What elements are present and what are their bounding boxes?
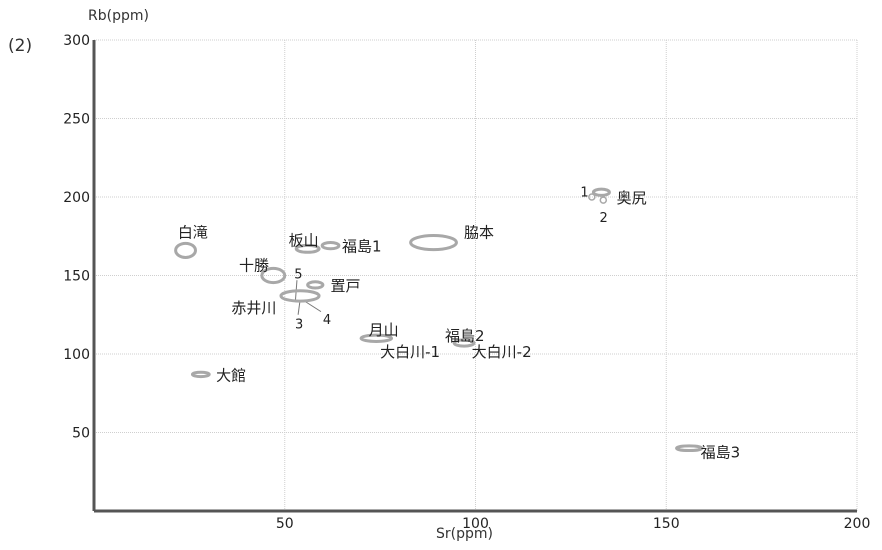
x-axis-label: Sr(ppm): [436, 526, 493, 542]
data-point: [320, 241, 341, 251]
y-tick-label: 250: [63, 112, 90, 128]
point-label: 十勝: [239, 257, 269, 275]
point-label: 奥尻: [617, 189, 647, 207]
tick-labels: 50 100 150 200 250 300 50 100 150 200: [63, 33, 870, 532]
grid-lines: [94, 39, 858, 511]
data-point: [675, 444, 704, 453]
point-label: 月山: [369, 321, 399, 339]
data-point: [260, 266, 287, 285]
x-tick-label: 50: [276, 516, 294, 532]
data-point: [294, 243, 321, 254]
data-point: [359, 333, 394, 343]
data-points: [174, 187, 704, 453]
data-point: [591, 187, 611, 197]
point-label: 1: [580, 186, 588, 201]
point-label: 板山: [289, 231, 319, 249]
panel-label: (2): [8, 36, 33, 56]
data-point: [409, 233, 458, 252]
point-label: 2: [599, 211, 607, 226]
data-point-small: [588, 193, 596, 201]
axes: [92, 40, 857, 513]
point-label: 3: [295, 318, 303, 333]
data-point: [306, 280, 325, 290]
point-label: 大白川-2: [472, 343, 532, 361]
point-label: 5: [294, 267, 302, 282]
y-tick-label: 300: [63, 33, 90, 49]
point-label: 福島2: [445, 327, 485, 345]
point-label: 白滝: [178, 224, 208, 242]
leader-line: [297, 300, 301, 315]
y-axis-label: Rb(ppm): [88, 8, 149, 24]
x-tick-label: 150: [653, 516, 680, 532]
data-point: [452, 338, 476, 348]
y-tick-label: 50: [72, 426, 90, 442]
point-label: 置戸: [331, 277, 361, 295]
leader-line: [303, 300, 322, 313]
data-point-small: [599, 196, 608, 204]
point-label: 赤井川: [231, 299, 276, 317]
point-label: 大白川-1: [380, 343, 440, 361]
x-tick-label: 200: [844, 516, 871, 532]
y-tick-label: 150: [63, 269, 90, 285]
data-point: [174, 241, 197, 259]
x-tick-label: 100: [462, 516, 489, 532]
y-tick-label: 200: [63, 190, 90, 206]
y-tick-label: 100: [63, 347, 90, 363]
data-point: [279, 289, 321, 303]
data-point: [190, 370, 211, 379]
point-label: 福島3: [701, 443, 741, 461]
point-label: 4: [323, 313, 331, 328]
point-label: 脇本: [464, 224, 494, 242]
point-label: 大館: [216, 366, 246, 384]
point-label: 福島1: [342, 238, 382, 256]
